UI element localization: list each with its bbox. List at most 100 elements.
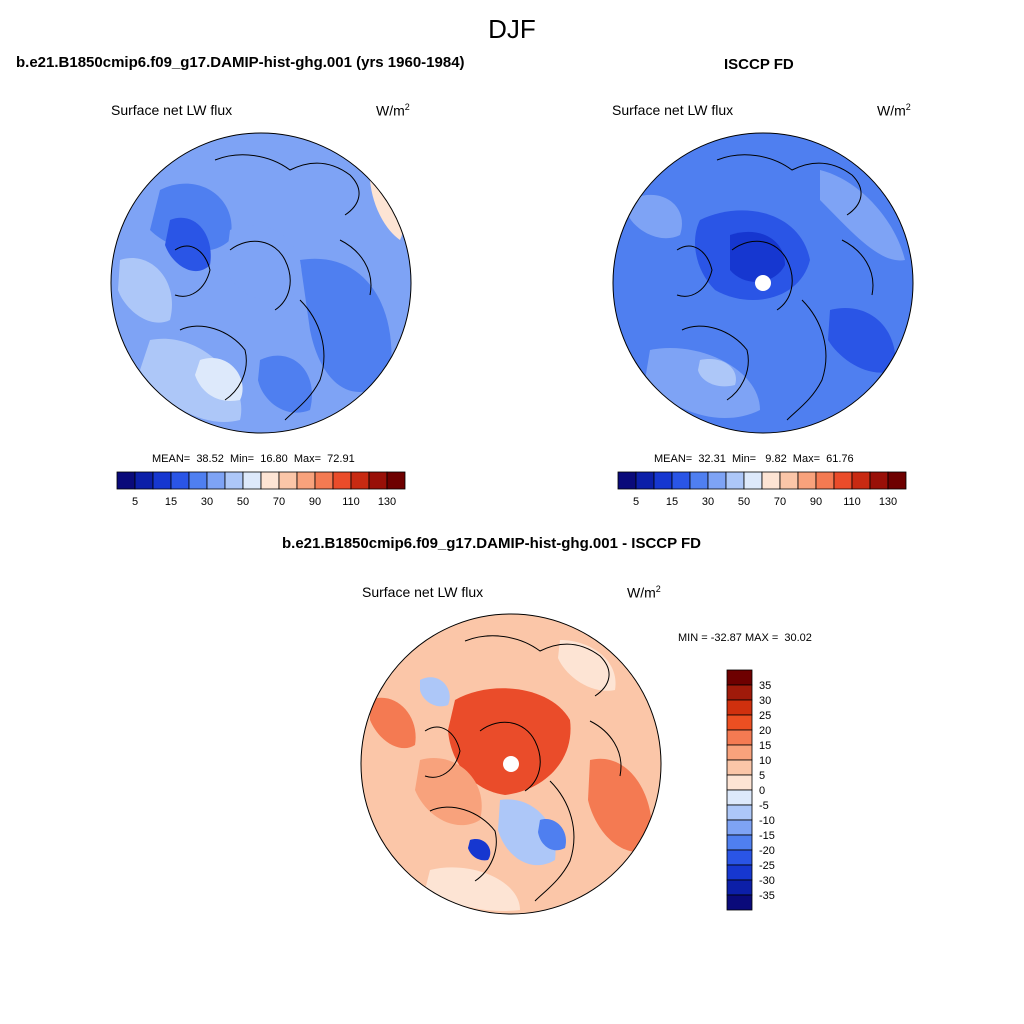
panel-3-units-exp: 2 (655, 584, 661, 594)
map-2-coastline (716, 154, 862, 216)
map-2-region (828, 308, 896, 373)
map-1-coastline (179, 325, 247, 401)
panel-1-stats: MEAN= 38.52 Min= 16.80 Max= 72.91 (152, 453, 355, 465)
colorbar-3-swatch (726, 894, 753, 911)
map-2-region (645, 348, 760, 419)
colorbar-1-swatch (134, 471, 154, 490)
map-1-coastline (229, 240, 291, 311)
map-3-coastline (479, 721, 541, 792)
colorbar-1-swatch (206, 471, 226, 490)
colorbar-3-swatch (726, 699, 753, 716)
colorbar-3-tick-label: -30 (759, 875, 775, 887)
colorbar-1-swatch (314, 471, 334, 490)
colorbar-2-swatch (653, 471, 673, 490)
map-2-region (820, 170, 905, 261)
colorbar-2-swatch (707, 471, 727, 490)
map-3-coastline (534, 780, 575, 902)
colorbar-1-swatch (368, 471, 388, 490)
map-2-region (698, 359, 736, 387)
map-1 (110, 132, 412, 434)
colorbar-1: 5 15 30 50 70 90 110 130 (116, 471, 406, 508)
panel-3-units-base: W/m (627, 584, 656, 601)
page-title: DJF (488, 14, 536, 44)
panel-1-variable-label: Surface net LW flux (111, 102, 233, 118)
colorbar-3-swatch (726, 744, 753, 761)
colorbar-2-swatch (869, 471, 889, 490)
panel-3-title: b.e21.B1850cmip6.f09_g17.DAMIP-hist-ghg.… (282, 535, 702, 552)
colorbar-3-swatch (726, 864, 753, 881)
map-1-coastline (339, 239, 372, 296)
map-2-coastline (731, 240, 793, 311)
colorbar-1-swatch (242, 471, 262, 490)
map-3-region (370, 697, 416, 749)
panel-3-stats: MIN = -32.87 MAX = 30.02 (678, 632, 812, 644)
colorbar-1-swatch (116, 471, 136, 490)
map-2-coastline (681, 325, 749, 401)
map-1-region (118, 258, 172, 323)
colorbar-2: 5 15 30 50 70 90 110 130 (617, 471, 907, 508)
colorbar-2-swatch (851, 471, 871, 490)
colorbar-3-swatch (726, 759, 753, 776)
colorbar-1-swatch (260, 471, 280, 490)
colorbar-1-swatch (296, 471, 316, 490)
map-3-coastline (424, 726, 461, 778)
map-2 (612, 132, 914, 434)
map-1-region (300, 258, 392, 392)
colorbar-1-swatch (350, 471, 370, 490)
colorbar-2-swatch (743, 471, 763, 490)
colorbar-2-swatch (761, 471, 781, 490)
map-3-region (538, 819, 566, 851)
colorbar-3-swatch (726, 789, 753, 806)
colorbar-2-swatch (689, 471, 709, 490)
colorbar-1-tick-label: 30 (201, 496, 213, 508)
colorbar-2-swatch (617, 471, 637, 490)
colorbar-3-swatch (726, 714, 753, 731)
panel-2-units-exp: 2 (905, 102, 911, 112)
map-2-border (612, 132, 914, 434)
colorbar-2-swatch (797, 471, 817, 490)
colorbar-1-swatch (188, 471, 208, 490)
map-3-region (498, 799, 556, 866)
colorbar-3-tick-label: 20 (759, 725, 771, 737)
map-1-border (110, 132, 412, 434)
colorbar-3-swatch (726, 849, 753, 866)
map-1-region (225, 225, 302, 301)
colorbar-1-swatch (224, 471, 244, 490)
map-1-region (195, 358, 243, 401)
colorbar-1-tick-label: 70 (273, 496, 285, 508)
colorbar-3-swatch (726, 819, 753, 836)
map-2-coastline (786, 299, 827, 421)
colorbar-3-tick-label: 30 (759, 695, 771, 707)
colorbar-1-swatch (278, 471, 298, 490)
panel-2-title: ISCCP FD (724, 56, 794, 73)
colorbar-2-swatch (887, 471, 907, 490)
panel-1-units: W/m2 (376, 102, 410, 119)
map-2-coastline (676, 245, 713, 297)
map-1-coastline (174, 245, 211, 297)
colorbar-3-swatch (726, 804, 753, 821)
colorbar-2-tick-label: 130 (879, 496, 897, 508)
map-3-region (558, 640, 616, 691)
map-3-pole-hole (503, 756, 519, 772)
panel-1-title: b.e21.B1850cmip6.f09_g17.DAMIP-hist-ghg.… (16, 54, 465, 71)
colorbar-1-swatch (152, 471, 172, 490)
colorbar-3-swatch (726, 729, 753, 746)
colorbar-2-swatch (725, 471, 745, 490)
colorbar-3-tick-label: -35 (759, 890, 775, 902)
colorbar-2-swatch (671, 471, 691, 490)
map-2-region (628, 194, 682, 239)
colorbar-1-tick-label: 50 (237, 496, 249, 508)
panel-3-variable-label: Surface net LW flux (362, 584, 484, 600)
map-3-region (468, 839, 491, 861)
panel-2-units: W/m2 (877, 102, 911, 119)
colorbar-1-tick-label: 5 (132, 496, 138, 508)
colorbar-2-swatch (833, 471, 853, 490)
map-1-region (370, 180, 404, 240)
colorbar-3-tick-label: 0 (759, 785, 765, 797)
map-1-coastline (214, 154, 360, 216)
panel-2-variable-label: Surface net LW flux (612, 102, 734, 118)
map-3-region (588, 758, 652, 852)
colorbar-3-tick-label: 5 (759, 770, 765, 782)
colorbar-3-tick-label: 15 (759, 740, 771, 752)
colorbar-2-swatch (635, 471, 655, 490)
